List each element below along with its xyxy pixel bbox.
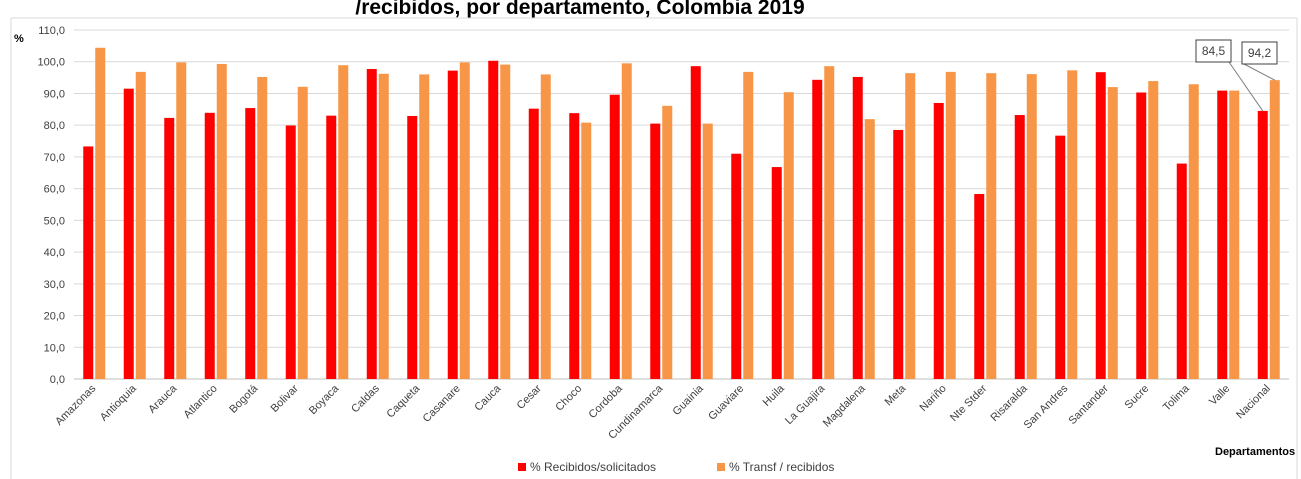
bar-recibidos	[245, 108, 256, 380]
y-tick-label: 10,0	[44, 342, 65, 354]
bar-transf	[1229, 90, 1240, 379]
bar-recibidos	[366, 69, 377, 380]
bar-transf	[95, 47, 106, 379]
bar-transf	[864, 119, 875, 380]
legend: % Recibidos/solicitados % Transf / recibi…	[518, 460, 834, 474]
legend-swatch	[717, 463, 725, 471]
y-tick-label: 30,0	[44, 279, 65, 291]
y-tick-label: 80,0	[44, 120, 65, 132]
bar-transf	[743, 71, 754, 379]
bar-transf	[1188, 84, 1199, 380]
callout-leader-line	[1243, 63, 1275, 81]
y-tick-label: 90,0	[44, 88, 65, 100]
bar-recibidos	[488, 60, 499, 380]
y-tick-label: 100,0	[37, 57, 65, 69]
bar-transf	[257, 76, 268, 379]
y-axis-ticks: 0,0 10,0 20,0 30,0 40,0 50,0 60,0 70,0 80,0 90,0 1…	[37, 25, 65, 386]
bar-recibidos	[1176, 163, 1187, 379]
bar-recibidos	[1014, 115, 1025, 380]
bar-recibidos	[650, 123, 661, 379]
y-tick-label: 20,0	[44, 311, 65, 323]
bar-recibidos	[326, 115, 337, 379]
bar-recibidos	[569, 113, 580, 379]
bar-transf	[702, 123, 713, 379]
y-tick-label: 50,0	[44, 215, 65, 227]
bar-transf	[1026, 74, 1037, 380]
bar-recibidos	[164, 117, 175, 379]
bar-recibidos	[893, 129, 904, 379]
y-tick-label: 110,0	[38, 25, 65, 37]
y-tick-label: 40,0	[44, 247, 65, 259]
bar-transf	[945, 71, 956, 379]
callout-label: 94,2	[1248, 46, 1272, 60]
bar-transf	[297, 86, 308, 380]
bar-transf	[135, 71, 146, 379]
bar-recibidos	[1217, 90, 1228, 379]
bar-transf	[824, 66, 835, 379]
bar-recibidos	[447, 70, 458, 380]
bar-transf	[459, 62, 470, 379]
bar-transf	[986, 73, 997, 379]
bar-recibidos	[1055, 135, 1066, 379]
bar-transf	[905, 73, 916, 379]
callout-box	[1241, 41, 1278, 65]
bar-recibidos	[974, 194, 985, 379]
x-axis-label: Departamentos	[1215, 446, 1295, 458]
bar-transf	[419, 74, 430, 379]
bar-recibidos	[204, 112, 215, 380]
bar-recibidos	[123, 88, 134, 379]
legend-label: % Transf / recibidos	[729, 460, 834, 474]
bar-recibidos	[812, 79, 823, 379]
bar-transf	[1269, 80, 1280, 379]
bar-recibidos	[285, 125, 296, 380]
legend-label: % Recibidos/solicitados	[530, 460, 656, 474]
bar-transf	[216, 63, 227, 379]
bar-recibidos	[83, 146, 94, 379]
legend-swatch	[518, 463, 526, 471]
gridlines	[74, 29, 1289, 380]
y-tick-label: 60,0	[44, 184, 65, 196]
bar-recibidos	[933, 102, 944, 380]
callout-label: 84,5	[1202, 44, 1226, 58]
bars	[83, 47, 1280, 380]
bar-transf	[621, 63, 632, 380]
bar-transf	[1148, 81, 1159, 380]
bar-recibidos	[528, 108, 539, 379]
bar-transf	[662, 105, 673, 379]
bar-recibidos	[771, 167, 782, 379]
bar-transf	[540, 74, 551, 379]
callout-box	[1195, 39, 1232, 63]
callout-leader-line	[1228, 61, 1264, 112]
bar-transf	[581, 122, 592, 379]
bar-transf	[378, 73, 389, 380]
bar-transf	[1067, 70, 1078, 379]
bar-recibidos	[731, 153, 742, 379]
y-tick-label: 70,0	[44, 152, 65, 164]
bar-recibidos	[1095, 72, 1106, 380]
bar-transf	[500, 64, 511, 379]
chart-title: /recibidos, por departamento, Colombia 2…	[355, 0, 804, 19]
bar-transf	[1107, 87, 1118, 379]
data-callouts: 84,5 94,2	[1195, 39, 1278, 112]
bar-transf	[783, 92, 794, 379]
bar-recibidos	[690, 66, 701, 379]
bar-transf	[176, 62, 187, 379]
bar-recibidos	[1136, 92, 1147, 380]
bar-recibidos	[852, 76, 863, 379]
y-tick-label: 0,0	[50, 374, 65, 386]
y-axis-label: %	[14, 33, 24, 45]
bar-recibidos	[1257, 110, 1268, 380]
bar-recibidos	[407, 115, 418, 380]
bar-recibidos	[609, 94, 620, 379]
bar-transf	[338, 65, 349, 379]
